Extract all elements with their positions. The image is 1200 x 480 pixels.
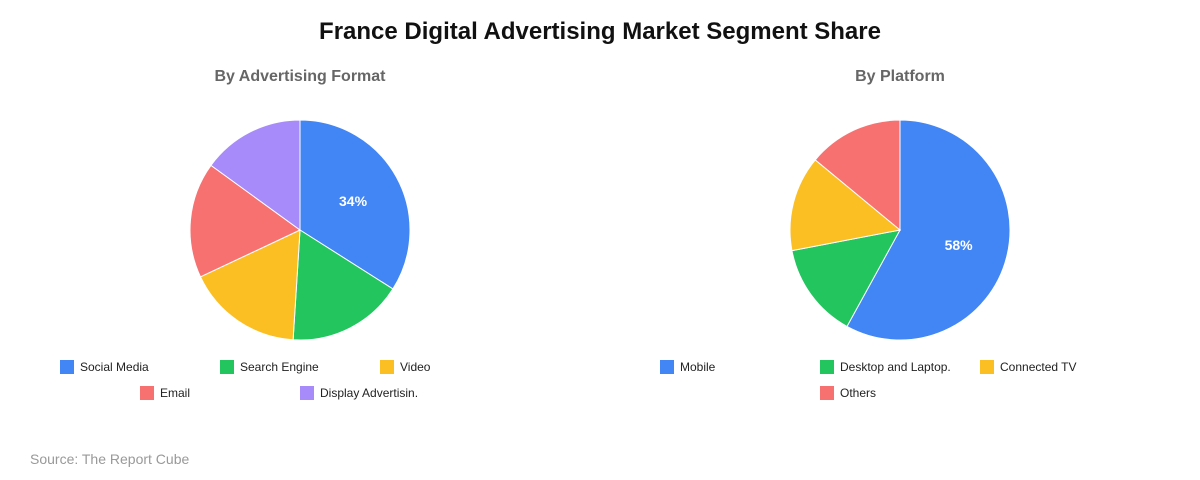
legend-label: Others bbox=[840, 386, 877, 400]
legend-item-video: Video bbox=[380, 360, 430, 374]
legend-label: Desktop and Laptop. bbox=[840, 360, 951, 374]
pie-panel-advertising-format: By Advertising Format 34% Social Media Se… bbox=[0, 62, 600, 422]
pie-slice-display-advertisin bbox=[210, 119, 301, 231]
legend-item-mobile: Mobile bbox=[660, 360, 715, 374]
pie-slice-others bbox=[814, 119, 901, 232]
legend-swatch bbox=[660, 360, 674, 374]
legend-swatch bbox=[980, 360, 994, 374]
pie-subtitle-platform: By Platform bbox=[855, 68, 945, 85]
legend-platform: Mobile Desktop and Laptop. Connected TV Oth… bbox=[600, 360, 1200, 420]
legend-item-connected-tv: Connected TV bbox=[980, 360, 1077, 374]
legend-label: Search Engine bbox=[240, 360, 319, 374]
pie-chart-platform: 58% bbox=[789, 119, 1011, 341]
pie-slice-desktop-and-laptop bbox=[791, 229, 901, 328]
pie-chart-advertising-format: 34% bbox=[189, 119, 411, 341]
legend-label: Mobile bbox=[680, 360, 716, 374]
source-note: Source: The Report Cube bbox=[30, 451, 190, 467]
legend-item-desktop-and-laptop: Desktop and Laptop. bbox=[820, 360, 951, 374]
pie-slice-email bbox=[189, 164, 301, 278]
pie-slice-social-media bbox=[299, 119, 411, 290]
legend-swatch bbox=[300, 386, 314, 400]
legend-item-email: Email bbox=[140, 386, 190, 400]
legend-label: Social Media bbox=[80, 360, 149, 374]
legend-swatch bbox=[140, 386, 154, 400]
legend-label: Display Advertisin. bbox=[320, 386, 419, 400]
pie-slice-search-engine bbox=[292, 229, 394, 341]
pie-subtitle-advertising-format: By Advertising Format bbox=[214, 68, 386, 85]
legend-swatch bbox=[820, 360, 834, 374]
data-label-social-media: 34% bbox=[339, 193, 368, 209]
legend-advertising-format: Social Media Search Engine Video Email Displ… bbox=[0, 360, 600, 420]
legend-item-social-media: Social Media bbox=[60, 360, 149, 374]
legend-swatch bbox=[380, 360, 394, 374]
legend-label: Video bbox=[400, 360, 431, 374]
pie-panel-platform: By Platform 58% Mobile Desktop and Laptop… bbox=[600, 62, 1200, 422]
legend-item-search-engine: Search Engine bbox=[220, 360, 319, 374]
legend-label: Email bbox=[160, 386, 191, 400]
legend-swatch bbox=[220, 360, 234, 374]
pie-slice-mobile bbox=[846, 119, 1011, 341]
pie-slice-video bbox=[199, 229, 301, 341]
pie-slice-connected-tv bbox=[789, 159, 902, 252]
legend-item-others: Others bbox=[820, 386, 876, 400]
legend-label: Connected TV bbox=[1000, 360, 1077, 374]
legend-item-display-advertisin: Display Advertisin. bbox=[300, 386, 418, 400]
legend-swatch bbox=[60, 360, 74, 374]
data-label-mobile: 58% bbox=[945, 237, 974, 253]
chart-title: France Digital Advertising Market Segmen… bbox=[319, 18, 881, 45]
legend-swatch bbox=[820, 386, 834, 400]
